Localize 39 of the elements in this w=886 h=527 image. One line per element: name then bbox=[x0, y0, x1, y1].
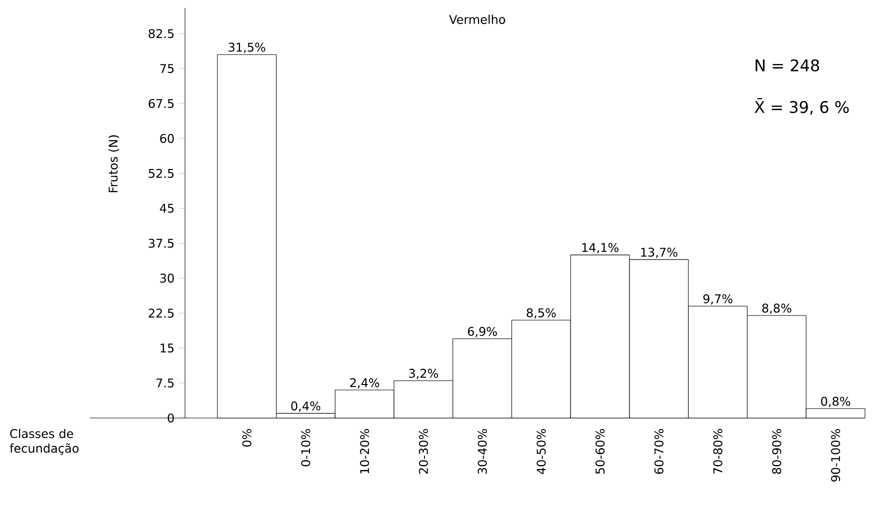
y-tick-label: 75 bbox=[160, 64, 174, 74]
y-tick-label: 37.5 bbox=[148, 238, 174, 248]
y-tick-label: 15 bbox=[160, 344, 174, 353]
x-tick-label: 10-20% bbox=[360, 429, 370, 474]
y-tick-label: 7.5 bbox=[156, 378, 174, 388]
annotation: 8,8% bbox=[762, 304, 792, 314]
y-tick-label: 45 bbox=[160, 204, 174, 213]
annotation: 31,5% bbox=[228, 42, 266, 53]
x-tick-label: 0-10% bbox=[301, 429, 310, 466]
annotation: 0,4% bbox=[291, 401, 320, 412]
annotation: 14,1% bbox=[582, 243, 618, 254]
y-tick-label: 30 bbox=[160, 274, 174, 283]
chart-title: Vermelho bbox=[449, 14, 506, 24]
annotation: N = 248 bbox=[756, 59, 820, 72]
annotation: 9,7% bbox=[703, 294, 732, 305]
x-tick-label: 90-100% bbox=[831, 429, 840, 482]
text: Classes de fecundação bbox=[10, 428, 79, 455]
annotation: 8,5% bbox=[526, 308, 556, 319]
y-tick-label: 22.5 bbox=[148, 308, 174, 318]
y-axis-title: Frutos (N) bbox=[108, 135, 120, 192]
y-tick-label: 60 bbox=[160, 134, 174, 143]
y-tick-label: 0 bbox=[168, 413, 174, 423]
y-tick-label: 52.5 bbox=[148, 168, 174, 178]
x-tick-label: 70-80% bbox=[713, 429, 722, 474]
annotation: 0,8% bbox=[821, 396, 850, 408]
x-tick-label: 40-50% bbox=[536, 429, 546, 474]
annotation: 3,2% bbox=[409, 368, 438, 380]
x-tick-label: 60-70% bbox=[654, 429, 664, 474]
y-tick-label: 67.5 bbox=[148, 98, 174, 108]
y-tick-label: 82.5 bbox=[148, 29, 174, 38]
annotation: 13,7% bbox=[641, 248, 678, 258]
annotation: 2,4% bbox=[350, 378, 380, 388]
annotation: X̄ = 39, 6 % bbox=[754, 98, 849, 115]
x-tick-label: 30-40% bbox=[478, 429, 487, 474]
x-tick-label: 50-60% bbox=[596, 429, 605, 474]
x-tick-label: 0% bbox=[242, 429, 252, 447]
annotation: 6,9% bbox=[468, 326, 497, 338]
x-tick-label: 20-30% bbox=[418, 429, 428, 474]
x-tick-label: 80-90% bbox=[772, 429, 782, 474]
